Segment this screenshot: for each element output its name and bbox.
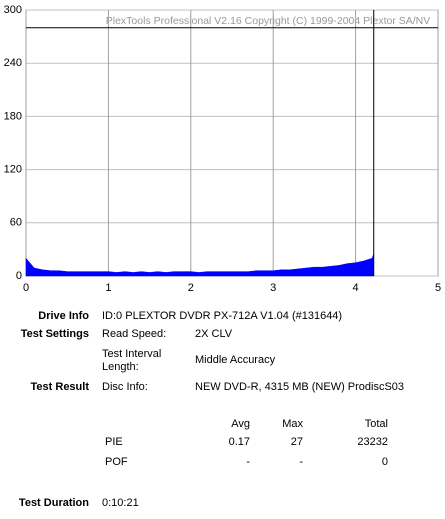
table-cell: 27	[291, 436, 303, 448]
y-tick-label: 180	[4, 110, 22, 122]
x-tick-label: 5	[435, 282, 441, 294]
label: Test Settings	[21, 328, 89, 340]
table-cell: -	[246, 456, 250, 468]
y-tick-label: 0	[16, 270, 22, 282]
x-tick-label: 4	[353, 282, 359, 294]
y-tick-label: 300	[4, 4, 22, 16]
y-tick-label: 60	[10, 217, 22, 229]
label: Length:	[102, 361, 139, 373]
value: NEW DVD-R, 4315 MB (NEW) ProdiscS03	[195, 381, 404, 393]
pie-area	[25, 253, 374, 277]
table-header: Total	[365, 418, 388, 430]
value: ID:0 PLEXTOR DVDR PX-712A V1.04 (#131644…	[102, 310, 342, 322]
x-tick-label: 2	[188, 282, 194, 294]
label: Disc Info:	[102, 381, 148, 393]
table-cell: -	[299, 456, 303, 468]
y-tick-label: 120	[4, 164, 22, 176]
table-cell: 0	[382, 456, 388, 468]
table-cell: 0.17	[229, 436, 250, 448]
watermark: PlexTools Professional V2.16 Copyright (…	[106, 15, 431, 27]
value: Middle Accuracy	[195, 354, 276, 366]
x-tick-label: 1	[105, 282, 111, 294]
x-tick-label: 3	[270, 282, 276, 294]
label: Test Result	[31, 381, 90, 393]
label: Test Duration	[19, 497, 89, 509]
table-header: Avg	[231, 418, 250, 430]
y-tick-label: 240	[4, 57, 22, 69]
label: Drive Info	[38, 310, 89, 322]
value: 2X CLV	[195, 328, 233, 340]
x-tick-label: 0	[23, 282, 29, 294]
plot-frame	[25, 9, 439, 277]
row-label: PIE	[105, 436, 123, 448]
label: Read Speed:	[102, 328, 166, 340]
value: 0:10:21	[102, 497, 139, 509]
table-cell: 23232	[357, 436, 388, 448]
row-label: POF	[105, 456, 128, 468]
table-header: Max	[282, 418, 303, 430]
label: Test Interval	[102, 348, 161, 360]
